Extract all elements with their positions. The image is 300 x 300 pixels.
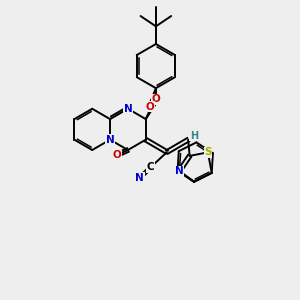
Text: C: C [147,162,154,172]
Text: O: O [146,102,154,112]
Text: H: H [190,130,198,141]
Text: N: N [124,104,132,114]
Text: N: N [175,166,184,176]
Text: N: N [135,173,144,183]
Text: S: S [204,147,212,158]
Text: N: N [106,135,114,145]
Text: O: O [152,94,160,104]
Text: O: O [112,150,121,160]
